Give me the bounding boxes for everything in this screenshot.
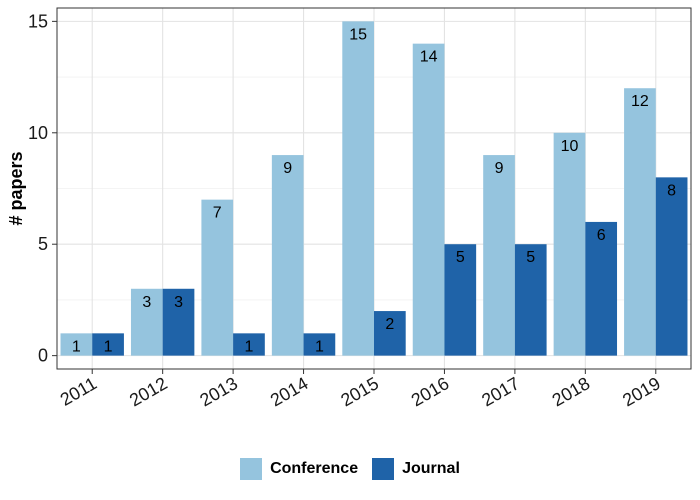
bar-journal-2017 <box>514 244 547 356</box>
bars <box>60 21 688 356</box>
bar-journal-2015 <box>374 311 406 356</box>
bar-label-conference-2011: 1 <box>72 338 81 355</box>
legend-label-journal: Journal <box>402 460 460 477</box>
bar-chart: 1 1 3 3 7 1 9 1 15 2 14 5 9 5 10 6 12 8 0 5 10 15 2011 2012 201… <box>6 7 692 410</box>
bar-label-journal-2019: 8 <box>667 182 676 199</box>
bar-journal-2011 <box>92 333 124 356</box>
bar-conference-2012 <box>130 288 163 356</box>
y-tick-label: 5 <box>38 234 48 254</box>
bar-conference-2018 <box>553 132 586 356</box>
bar-label-conference-2017: 9 <box>495 160 504 177</box>
bar-label-journal-2016: 5 <box>456 249 465 266</box>
bar-journal-2018 <box>585 221 618 356</box>
bar-label-conference-2019: 12 <box>631 93 649 110</box>
bar-conference-2013 <box>201 199 234 356</box>
bar-journal-2016 <box>444 244 477 356</box>
y-tick-label: 0 <box>38 346 48 366</box>
bar-label-journal-2015: 2 <box>385 316 394 333</box>
bar-journal-2013 <box>233 333 265 356</box>
bar-label-journal-2013: 1 <box>245 338 254 355</box>
bar-value-labels: 1 1 3 3 7 1 9 1 15 2 14 5 9 5 10 6 12 8 <box>72 26 676 355</box>
x-tick-label: 2019 <box>619 373 664 410</box>
bar-journal-2012 <box>162 288 195 356</box>
bar-conference-2017 <box>483 155 515 356</box>
bar-label-journal-2011: 1 <box>104 338 113 355</box>
bar-label-conference-2016: 14 <box>420 49 438 66</box>
bar-label-conference-2013: 7 <box>213 205 222 222</box>
bar-conference-2011 <box>60 333 93 356</box>
bar-conference-2019 <box>624 88 656 356</box>
x-tick-label: 2013 <box>196 373 241 410</box>
bar-label-conference-2012: 3 <box>142 294 151 311</box>
bar-label-journal-2017: 5 <box>526 249 535 266</box>
x-tick-label: 2018 <box>549 373 594 410</box>
x-tick-label: 2012 <box>126 373 171 410</box>
legend-item-conference: Conference <box>240 458 358 480</box>
bar-journal-2019 <box>655 177 688 356</box>
x-tick-label: 2011 <box>57 373 101 410</box>
bar-label-journal-2018: 6 <box>597 227 606 244</box>
x-tick-label: 2017 <box>478 373 523 410</box>
bar-conference-2015 <box>342 21 374 356</box>
y-tick-label: 10 <box>28 123 48 143</box>
legend-swatch-conference <box>240 458 263 480</box>
bar-label-conference-2015: 15 <box>349 26 367 43</box>
x-tick-label: 2016 <box>408 373 453 410</box>
x-tick-label: 2015 <box>337 373 382 410</box>
bar-label-journal-2014: 1 <box>315 338 324 355</box>
legend-item-journal: Journal <box>372 458 460 480</box>
bar-label-conference-2014: 9 <box>283 160 292 177</box>
legend: Conference Journal <box>0 458 700 480</box>
bar-label-journal-2012: 3 <box>174 294 183 311</box>
y-tick-label: 15 <box>28 11 48 31</box>
bar-journal-2014 <box>303 333 336 356</box>
bar-label-conference-2018: 10 <box>561 138 579 155</box>
x-tick-label: 2014 <box>267 373 312 410</box>
legend-label-conference: Conference <box>270 460 359 477</box>
bar-conference-2014 <box>271 155 304 356</box>
legend-swatch-journal <box>372 458 395 480</box>
y-axis-title: # papers <box>6 151 26 225</box>
bar-conference-2016 <box>412 43 445 356</box>
